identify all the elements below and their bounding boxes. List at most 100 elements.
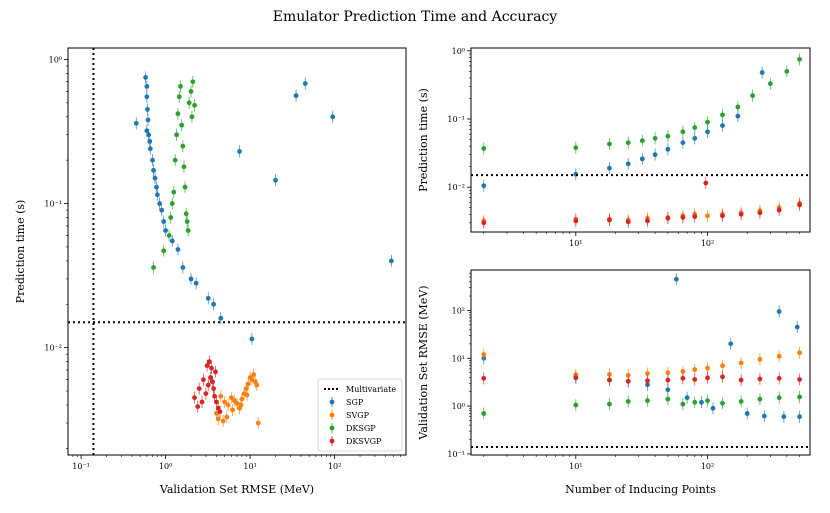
data-point xyxy=(179,122,185,128)
data-point xyxy=(735,113,741,119)
data-point xyxy=(728,341,734,347)
data-point xyxy=(192,395,197,401)
plot-rmse-vs-inducing-ticks: 10¹ 10² 10⁻¹ 10⁰ 10¹ 10² xyxy=(447,272,800,471)
y-tick-label: 10⁰ xyxy=(49,55,62,64)
data-point xyxy=(155,192,160,198)
data-point xyxy=(161,219,167,224)
data-point xyxy=(645,398,650,404)
data-point xyxy=(237,149,242,154)
data-point xyxy=(238,402,244,408)
x-tick-label: 10⁰ xyxy=(159,462,172,471)
legend-swatch-sgp xyxy=(329,399,335,405)
data-point xyxy=(168,215,174,220)
data-point xyxy=(639,138,645,144)
data-point xyxy=(150,157,155,163)
data-point xyxy=(218,315,224,321)
data-point xyxy=(684,395,690,401)
data-point xyxy=(146,132,152,138)
data-point xyxy=(665,215,671,221)
y-tick-label: 10⁻² xyxy=(447,183,465,192)
data-point xyxy=(239,396,245,402)
series-dksgp xyxy=(481,390,802,420)
data-point xyxy=(680,401,686,407)
x-axis-label: Validation Set RMSE (MeV) xyxy=(159,483,314,496)
data-point xyxy=(652,135,658,141)
data-point xyxy=(200,377,206,383)
data-point xyxy=(776,353,782,359)
data-point xyxy=(186,100,192,106)
data-point xyxy=(680,140,686,146)
data-point xyxy=(481,183,487,189)
data-point xyxy=(720,363,725,369)
data-point xyxy=(645,218,650,224)
data-point xyxy=(302,81,308,86)
data-point xyxy=(199,399,205,405)
data-point xyxy=(207,359,212,365)
series-sgp xyxy=(481,66,765,192)
plot-time-vs-rmse-marks xyxy=(133,71,394,430)
data-point xyxy=(151,167,156,173)
plot-rmse-vs-inducing-frame xyxy=(470,269,811,456)
x-axis-label: Number of Inducing Points xyxy=(565,483,716,496)
data-point xyxy=(645,378,650,384)
data-point xyxy=(776,395,782,401)
data-point xyxy=(175,111,181,117)
data-point xyxy=(203,391,209,397)
legend-box xyxy=(317,378,403,452)
data-point xyxy=(692,135,698,141)
data-point xyxy=(776,375,782,381)
data-point xyxy=(761,413,767,419)
plot-rmse-vs-inducing-marks xyxy=(481,273,802,423)
data-point xyxy=(330,114,336,120)
data-point xyxy=(797,202,802,208)
data-point xyxy=(182,184,188,190)
data-point xyxy=(776,207,782,213)
y-tick-label: 10⁻¹ xyxy=(447,450,465,459)
data-point xyxy=(607,141,612,147)
series-dksvgp xyxy=(481,370,802,388)
data-point xyxy=(204,363,210,369)
data-point xyxy=(205,382,211,388)
data-point xyxy=(607,377,612,383)
data-point xyxy=(245,381,251,387)
plot-time-vs-rmse-ticks: 10⁻¹ 10⁰ 10¹ 10² 10⁻² 10⁻¹ 10⁰ xyxy=(44,55,401,471)
data-point xyxy=(665,396,671,402)
data-point xyxy=(154,184,159,190)
data-point xyxy=(767,81,773,87)
data-point xyxy=(151,265,156,270)
plot-time-vs-rmse: 10⁻¹ 10⁰ 10¹ 10² 10⁻² 10⁻¹ 10⁰ Validation Set … xyxy=(14,47,407,496)
series-sgp xyxy=(133,71,394,345)
data-point xyxy=(185,228,191,233)
data-point xyxy=(797,377,802,382)
data-point xyxy=(705,213,710,219)
legend-label: SVGP xyxy=(346,411,370,420)
data-point xyxy=(750,93,756,99)
data-point xyxy=(388,258,394,264)
plot-time-vs-inducing-frame xyxy=(470,47,811,233)
data-point xyxy=(183,211,189,217)
data-point xyxy=(781,414,787,420)
data-point xyxy=(699,399,704,405)
data-point xyxy=(166,233,172,238)
data-point xyxy=(205,295,211,301)
y-tick-label: 10⁰ xyxy=(452,47,465,56)
data-point xyxy=(481,352,487,357)
data-point xyxy=(214,399,219,405)
data-point xyxy=(213,369,218,375)
data-point xyxy=(607,165,612,171)
data-point xyxy=(189,114,195,120)
data-point xyxy=(218,393,224,399)
data-point xyxy=(210,379,215,385)
y-axis-label: Prediction time (s) xyxy=(417,88,430,192)
data-point xyxy=(220,418,226,424)
data-point xyxy=(705,119,710,125)
data-point xyxy=(625,161,631,167)
legend-label: SGP xyxy=(346,398,364,407)
plot-time-vs-rmse-reference-lines xyxy=(68,48,406,455)
data-point xyxy=(254,382,260,388)
data-point xyxy=(720,213,725,219)
data-point xyxy=(147,146,153,152)
legend: Multivariate SGP SVGP DKSGP DKSVGP xyxy=(317,378,403,452)
data-point xyxy=(692,214,698,220)
data-point xyxy=(174,132,180,138)
